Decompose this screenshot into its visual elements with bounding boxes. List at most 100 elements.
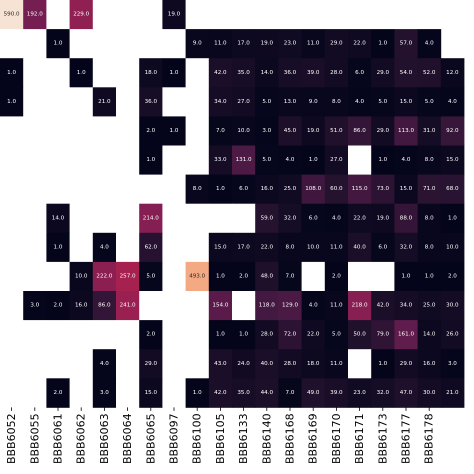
heatmap-cell	[92, 145, 117, 175]
heatmap-cell	[278, 0, 302, 30]
heatmap-cell	[23, 261, 47, 292]
heatmap-cell	[417, 87, 442, 117]
heatmap-cell-value: 214.0	[143, 215, 159, 221]
heatmap-cell	[232, 29, 256, 59]
heatmap-cell	[162, 203, 186, 234]
x-tick-label: BBB6169	[307, 413, 320, 464]
heatmap-cell	[0, 174, 24, 205]
heatmap-cell	[417, 203, 442, 234]
x-tick-label: BBB6100	[191, 413, 204, 464]
heatmap-cell-value: 28.0	[261, 332, 274, 338]
heatmap-cell-value: 6.0	[378, 244, 387, 250]
heatmap-cell	[278, 291, 302, 321]
heatmap-cell	[278, 378, 302, 408]
heatmap-cell-value: 19.0	[307, 128, 320, 134]
heatmap-cell-value: 10.0	[307, 244, 320, 250]
heatmap-cell	[301, 29, 326, 59]
heatmap-cell-value: 29.0	[377, 128, 390, 134]
heatmap-cell-value: 113.0	[398, 128, 414, 134]
heatmap-cell	[255, 291, 279, 321]
x-tick-label: BBB6170	[330, 413, 343, 464]
heatmap-cell-value: 1.0	[170, 70, 179, 76]
heatmap-cell	[208, 87, 233, 117]
heatmap-cell-value: 3.0	[262, 128, 271, 134]
heatmap-cell-value: 118.0	[259, 303, 275, 309]
heatmap-cell	[185, 203, 210, 234]
heatmap-cell	[208, 116, 233, 146]
heatmap-cell	[0, 203, 24, 234]
heatmap-cell-value: 4.0	[286, 157, 295, 163]
heatmap-cell-value: 5.0	[425, 99, 434, 105]
heatmap-cell	[440, 378, 465, 408]
heatmap-cell	[139, 58, 163, 88]
heatmap-cell	[46, 232, 70, 263]
heatmap-cell-value: 1.0	[239, 332, 248, 338]
heatmap-cell	[0, 261, 24, 292]
x-tick-label: BBB6052	[5, 413, 18, 464]
heatmap-cell-value: 2.0	[332, 273, 341, 279]
heatmap-cell-value: 3.0	[100, 390, 109, 396]
heatmap-cell-value: 32.0	[377, 390, 390, 396]
heatmap-cell-value: 8.0	[286, 244, 295, 250]
heatmap-cell	[162, 29, 186, 59]
heatmap-cell-value: 59.0	[261, 215, 274, 221]
heatmap-cell	[232, 320, 256, 350]
heatmap-cell	[208, 29, 233, 59]
heatmap-cell	[324, 349, 349, 379]
heatmap-cell	[394, 320, 418, 350]
heatmap-cell-value: 129.0	[282, 303, 298, 309]
heatmap-cell	[23, 87, 47, 117]
heatmap-cell	[92, 58, 117, 88]
heatmap-cell	[116, 261, 140, 292]
x-tick-label: BBB6062	[75, 413, 88, 464]
heatmap-cell	[348, 378, 372, 408]
heatmap-cell-value: 48.0	[261, 273, 274, 279]
heatmap-cell	[348, 203, 372, 234]
heatmap-cell	[371, 58, 395, 88]
heatmap-cell	[46, 87, 70, 117]
heatmap-cell-value: 25.0	[423, 303, 436, 309]
heatmap-cell-value: 28.0	[284, 361, 297, 367]
heatmap-cell-value: 40.0	[261, 361, 274, 367]
heatmap-cell-value: 50.0	[353, 332, 366, 338]
heatmap-cell	[394, 29, 418, 59]
heatmap-cell	[23, 320, 47, 350]
heatmap-cell	[116, 203, 140, 234]
heatmap-cell	[69, 87, 94, 117]
x-tick-label: BBB6065	[144, 413, 157, 464]
heatmap-cell	[185, 232, 210, 263]
heatmap-cell	[92, 378, 117, 408]
heatmap-cell	[23, 29, 47, 59]
heatmap-cell	[139, 145, 163, 175]
heatmap-cell	[185, 378, 210, 408]
x-tick-label: BBB6171	[353, 413, 366, 464]
heatmap-cell	[371, 261, 395, 292]
heatmap-cell	[440, 87, 465, 117]
heatmap-cell-value: 161.0	[398, 332, 414, 338]
heatmap-cell-value: 19.0	[168, 12, 181, 18]
heatmap-cell	[394, 145, 418, 175]
heatmap-cell	[139, 29, 163, 59]
heatmap-cell-value: 29.0	[330, 41, 343, 47]
heatmap-cell	[92, 29, 117, 59]
heatmap-cell-value: 5.0	[262, 99, 271, 105]
heatmap-cell	[324, 320, 349, 350]
heatmap-cell-value: 590.0	[4, 12, 20, 18]
heatmap-cell-value: 16.0	[261, 186, 274, 192]
heatmap-cell-value: 52.0	[423, 70, 436, 76]
heatmap-cell	[46, 29, 70, 59]
heatmap-cell	[116, 320, 140, 350]
heatmap-cell-value: 34.0	[400, 303, 413, 309]
heatmap-cell-value: 60.0	[330, 186, 343, 192]
heatmap-cell-value: 192.0	[27, 12, 43, 18]
heatmap-cell	[255, 145, 279, 175]
heatmap-cell	[232, 378, 256, 408]
heatmap-cell	[394, 87, 418, 117]
heatmap-cell	[278, 320, 302, 350]
heatmap-cell	[69, 378, 94, 408]
heatmap-cell	[255, 349, 279, 379]
heatmap-cell	[162, 320, 186, 350]
heatmap-cell-value: 68.0	[446, 186, 459, 192]
heatmap-cell-value: 36.0	[284, 70, 297, 76]
